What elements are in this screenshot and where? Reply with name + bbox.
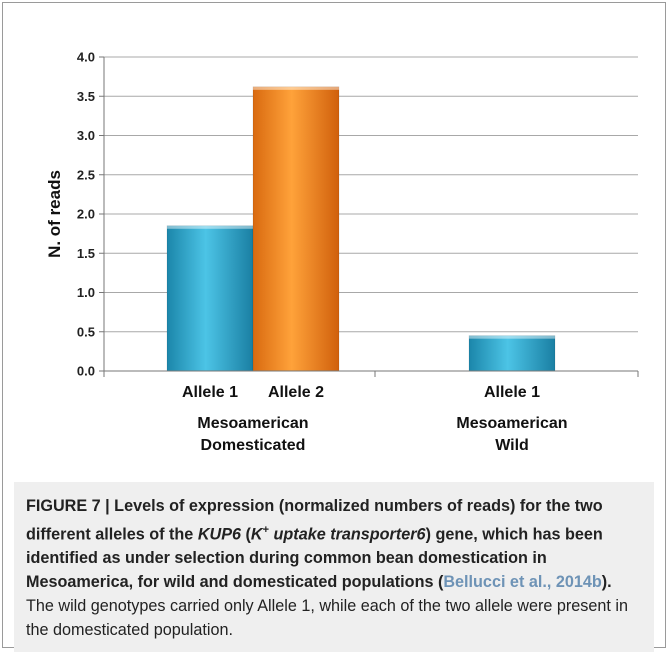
y-tick-label: 4.0 [77,50,95,65]
bar [468,335,556,372]
y-tick-label: 1.0 [77,285,95,300]
group-label-line2: Wild [495,437,529,454]
bar-category-label: Allele 1 [484,384,540,401]
caption-paren-open: ( [241,525,251,544]
caption-mid: gene, which has been identified as under… [26,525,603,592]
bar-category-label: Allele 1 [182,384,238,401]
bar-highlight [167,225,253,229]
group-label-line1: Mesoamerican [197,415,308,432]
bar [166,225,254,372]
caption-paren-close: ) [425,525,431,544]
caption-sup: + [262,524,270,536]
y-tick-label: 0.5 [77,324,95,339]
y-axis-ticks: 0.0 0.5 1.0 1.5 2.0 2.5 3.0 3.5 4.0 [77,50,104,379]
caption-close: ). [601,573,612,592]
caption-lead: FIGURE 7 | Levels of expression (normali… [26,497,603,544]
caption-gene: KUP6 [197,525,241,544]
y-tick-label: 3.0 [77,128,95,143]
caption-citation-link[interactable]: Bellucci et al., 2014b [443,573,602,592]
bar-chart: 0.00.51.01.52.02.53.03.54.0 Allele 1 Alle… [45,50,639,454]
y-tick-label: 3.5 [77,89,95,104]
y-tick-label: 2.5 [77,167,95,182]
y-tick-label: 1.5 [77,246,95,261]
y-tick-label: 0.0 [77,364,95,379]
x-axis-labels: Allele 1 Allele 2 Mesoamerican Domesticated… [182,384,568,454]
group-label-line1: Mesoamerican [456,415,567,432]
bars [166,86,556,372]
axes [103,57,639,377]
bar [252,86,340,372]
caption-transporter: uptake transporter6 [269,525,426,544]
y-axis-label: N. of reads [45,170,64,258]
bar-category-label: Allele 2 [268,384,324,401]
caption-kplus: K [250,525,263,544]
figure-caption: FIGURE 7 | Levels of expression (normali… [14,482,654,652]
y-tick-label: 2.0 [77,207,95,222]
bar-highlight [469,335,555,339]
bar-highlight [253,86,339,90]
caption-rest: The wild genotypes carried only Allele 1… [26,597,628,640]
group-label-line2: Domesticated [201,437,306,454]
